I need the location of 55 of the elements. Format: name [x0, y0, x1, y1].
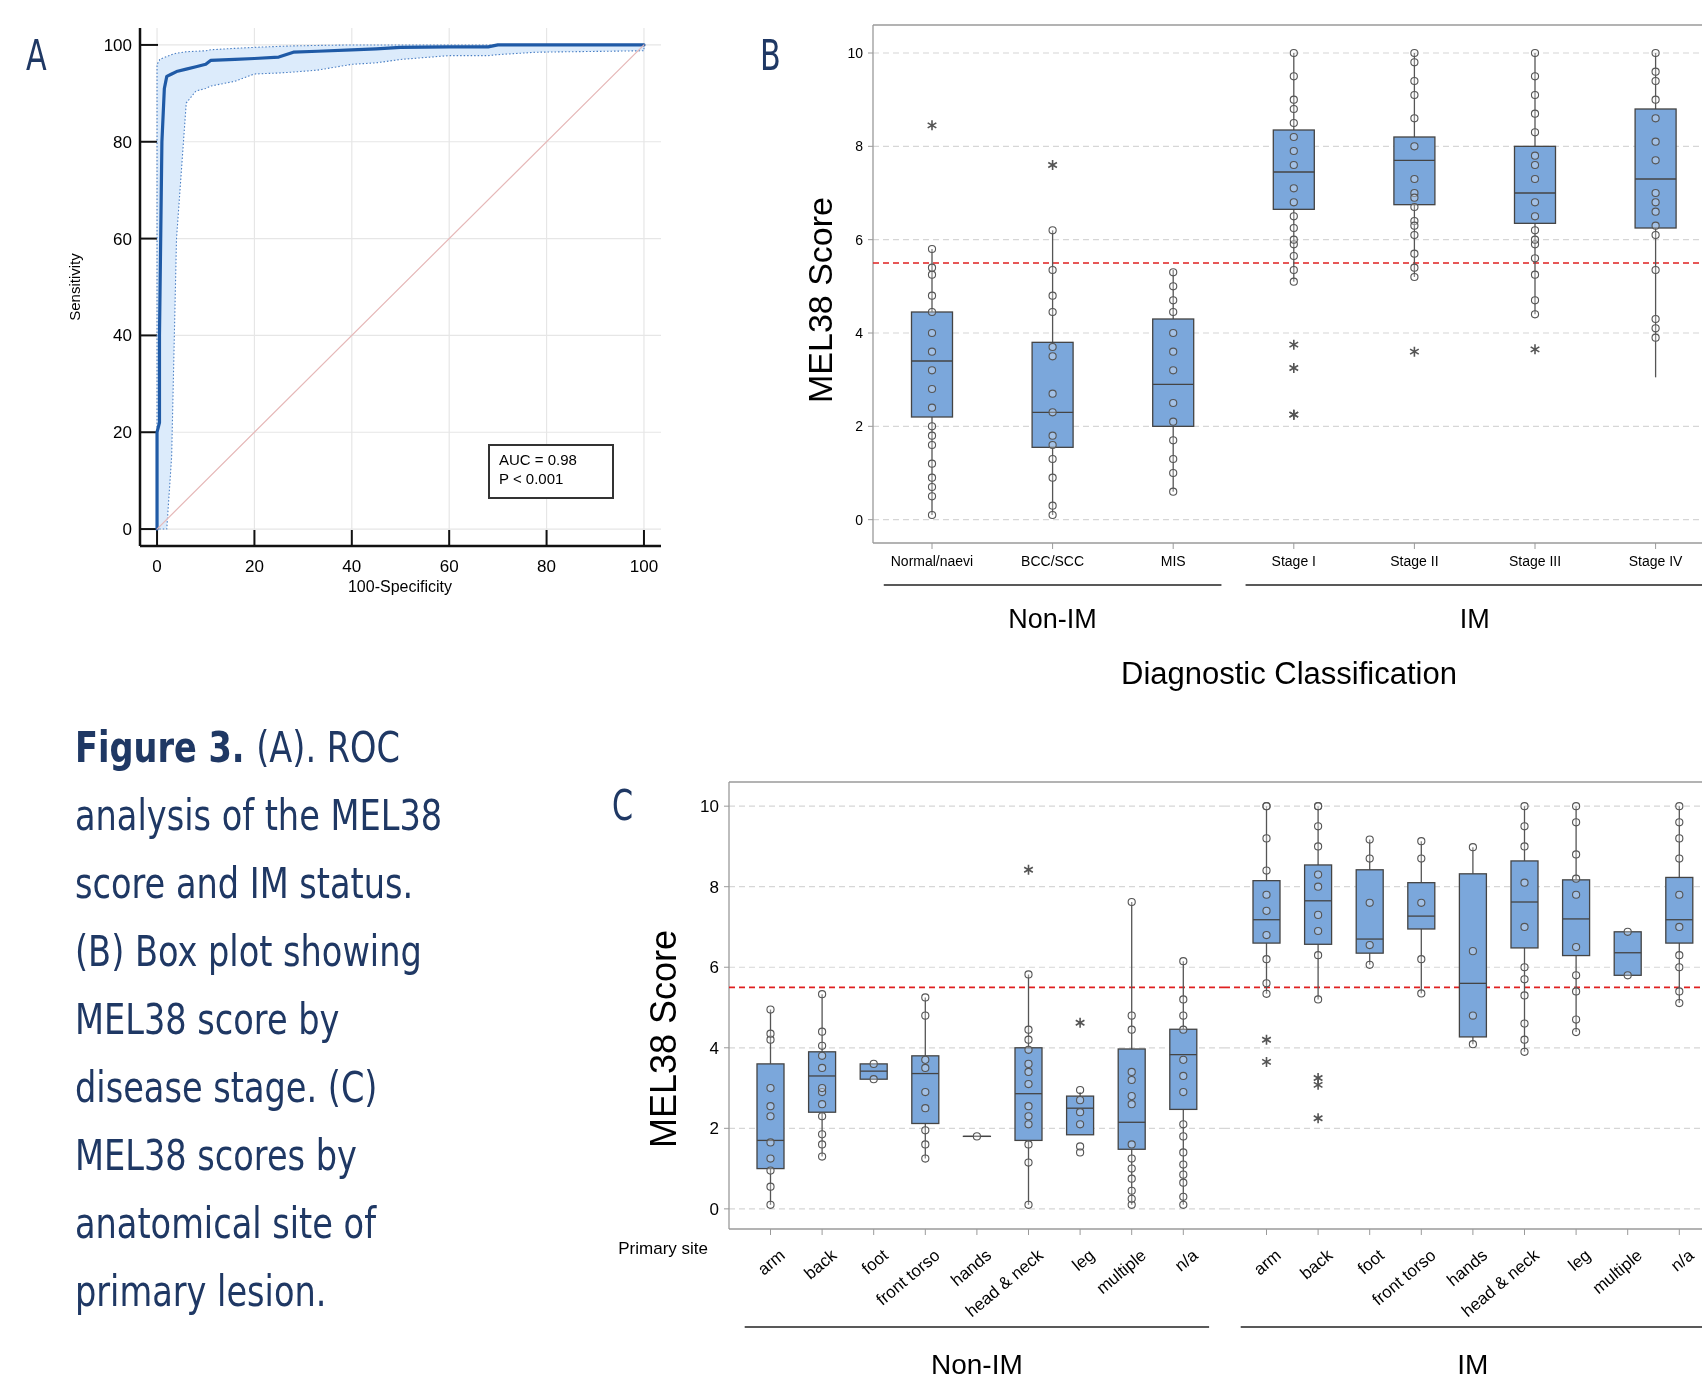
chart-title: C — [612, 780, 634, 831]
y-tick-label: 6 — [709, 958, 719, 978]
text: IM — [1457, 1349, 1489, 1375]
y-tick-label: 10 — [700, 797, 719, 817]
y-tick-label: 8 — [709, 877, 719, 897]
x-tick-label: MIS — [1160, 553, 1186, 569]
y-tick-label: 60 — [113, 229, 132, 249]
y-tick-label: 0 — [709, 1199, 719, 1219]
y-tick-label: 2 — [709, 1119, 719, 1139]
x-tick-label: arm — [1250, 1245, 1285, 1279]
chart-title: A — [26, 30, 47, 81]
x-tick-label: 0 — [152, 557, 162, 576]
x-axis-title: 100-Specificity — [347, 578, 453, 595]
text: Figure 3. — [75, 723, 257, 772]
annotation: P < 0.001 — [499, 470, 564, 487]
x-tick-label: BCC/SCC — [1021, 553, 1085, 569]
x-tick-label: 60 — [439, 557, 459, 576]
y-tick-label: 80 — [113, 132, 132, 152]
text: Non-IM — [931, 1349, 1023, 1375]
x-axis-title: Primary site — [618, 1239, 708, 1258]
x-tick-label: foot — [857, 1245, 893, 1279]
y-axis-title: Sensitivity — [66, 252, 83, 321]
x-tick-label: Stage I — [1271, 553, 1316, 569]
x-tick-label: 20 — [244, 557, 264, 576]
x-tick-label: Normal/naevi — [890, 553, 974, 569]
y-tick-label: 2 — [855, 418, 864, 435]
x-tick-label: leg — [1068, 1245, 1099, 1275]
y-tick-label: 0 — [855, 511, 864, 528]
x-tick-label: Stage IV — [1628, 553, 1684, 569]
y-tick-label: 4 — [709, 1038, 719, 1058]
x-tick-label: n/a — [1171, 1245, 1202, 1276]
y-tick-label: 100 — [103, 35, 132, 55]
y-tick-label: 10 — [847, 44, 864, 61]
annotation: AUC = 0.98 — [499, 451, 577, 468]
x-tick-label: Stage II — [1390, 553, 1439, 569]
x-tick-label: leg — [1564, 1245, 1595, 1275]
y-tick-label: 8 — [855, 138, 864, 155]
y-axis-title: MEL38 Score — [643, 929, 684, 1149]
text: Non-IM — [1008, 604, 1097, 634]
y-tick-label: 4 — [855, 324, 864, 341]
x-tick-label: arm — [754, 1245, 789, 1279]
x-tick-label: 40 — [342, 557, 362, 576]
y-tick-label: 40 — [113, 326, 132, 346]
x-axis-title: Diagnostic Classification — [1121, 656, 1457, 691]
y-tick-label: 20 — [113, 423, 132, 443]
y-axis-title: MEL38 Score — [801, 197, 839, 403]
chart-title: B — [760, 30, 781, 81]
x-tick-label: foot — [1353, 1245, 1389, 1279]
text: IM — [1459, 604, 1490, 634]
x-tick-label: 80 — [537, 557, 557, 576]
x-tick-label: 100 — [629, 557, 659, 576]
x-tick-label: n/a — [1667, 1245, 1698, 1276]
x-tick-label: Stage III — [1508, 553, 1562, 569]
y-tick-label: 0 — [122, 520, 132, 540]
y-tick-label: 6 — [855, 231, 864, 248]
